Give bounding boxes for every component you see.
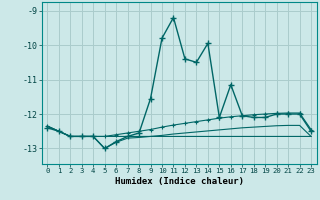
X-axis label: Humidex (Indice chaleur): Humidex (Indice chaleur): [115, 177, 244, 186]
